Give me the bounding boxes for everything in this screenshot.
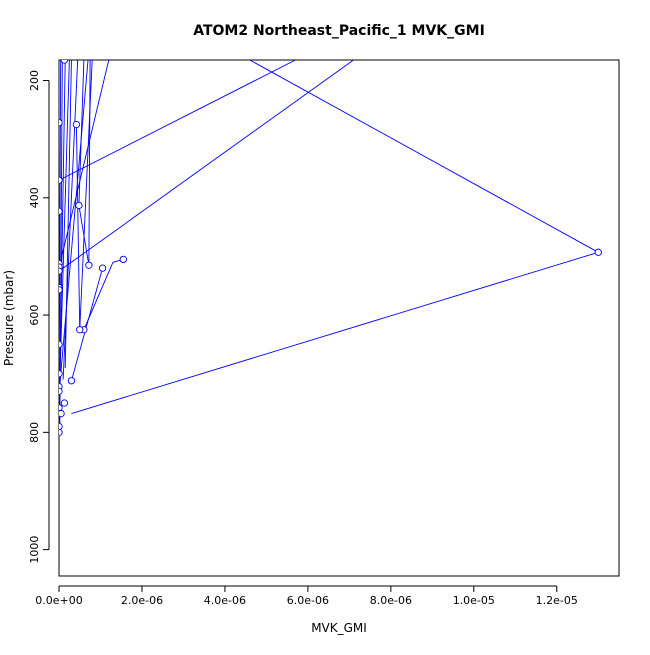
data-point	[98, 264, 107, 272]
series-line	[249, 60, 599, 253]
series-line	[59, 60, 296, 181]
series-line	[59, 60, 89, 395]
data-point	[72, 120, 81, 129]
data-point	[119, 255, 127, 264]
series-line	[59, 60, 110, 269]
series-line	[83, 262, 114, 330]
series-line	[59, 60, 354, 272]
data-point	[59, 404, 63, 412]
x-axis-label: MVK_GMI	[311, 621, 367, 635]
data-point	[59, 422, 63, 431]
data-point	[59, 267, 63, 275]
x-tick-label: 4.0e-06	[204, 594, 246, 607]
x-tick-label: 6.0e-06	[287, 594, 329, 607]
y-tick-label: 800	[28, 422, 41, 443]
data-point	[59, 387, 63, 395]
plot-points	[59, 60, 602, 436]
x-tick-label: 0.0e+00	[35, 594, 82, 607]
data-point	[59, 340, 63, 349]
series-line	[75, 124, 81, 330]
data-point	[594, 248, 602, 256]
y-axis: 200 400 600 800 1000	[28, 70, 50, 564]
series-line	[78, 60, 85, 206]
data-point	[59, 119, 63, 127]
data-point	[85, 261, 93, 269]
x-tick-label: 2.0e-06	[121, 594, 163, 607]
data-point	[76, 326, 84, 334]
data-point	[59, 370, 63, 378]
data-point	[67, 377, 76, 385]
data-point	[59, 409, 65, 418]
plot-lines	[59, 60, 599, 433]
series-line	[64, 60, 72, 368]
y-tick-label: 600	[28, 305, 41, 326]
data-point	[59, 428, 63, 436]
data-point	[75, 201, 83, 210]
x-tick-label: 1.2e-05	[536, 594, 578, 607]
data-point	[59, 207, 63, 215]
y-tick-label: 200	[28, 70, 41, 91]
y-axis-label: Pressure (mbar)	[2, 270, 16, 366]
series-line	[71, 268, 103, 381]
x-tick-label: 8.0e-06	[370, 594, 412, 607]
chart-title: ATOM2 Northeast_Pacific_1 MVK_GMI	[193, 23, 485, 39]
data-point	[59, 286, 63, 294]
series-line	[62, 60, 79, 380]
data-point	[59, 176, 63, 184]
y-tick-label: 1000	[28, 536, 41, 564]
y-tick-label: 400	[28, 187, 41, 208]
series-line	[88, 60, 91, 266]
series-line	[71, 251, 599, 415]
data-point	[60, 60, 69, 64]
x-tick-label: 1.0e-05	[453, 594, 495, 607]
x-axis: 0.0e+00 2.0e-06 4.0e-06 6.0e-06 8.0e-06 1.0e-…	[35, 585, 578, 607]
data-point	[60, 399, 69, 407]
